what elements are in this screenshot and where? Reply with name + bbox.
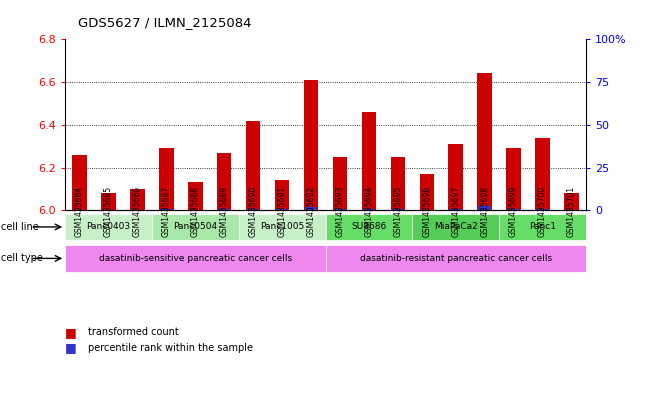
- Bar: [152, 214, 239, 240]
- Text: Panc0504: Panc0504: [173, 222, 217, 231]
- Text: Panc0403: Panc0403: [87, 222, 131, 231]
- Bar: [239, 214, 326, 240]
- Text: GSM1435701: GSM1435701: [567, 186, 576, 237]
- Text: GDS5627 / ILMN_2125084: GDS5627 / ILMN_2125084: [78, 16, 252, 29]
- Bar: [130, 189, 145, 210]
- Text: ■: ■: [65, 325, 77, 339]
- Bar: [362, 112, 376, 210]
- Text: GSM1435698: GSM1435698: [480, 186, 489, 237]
- Text: transformed count: transformed count: [88, 327, 178, 337]
- Bar: [188, 182, 202, 210]
- Bar: [160, 209, 173, 210]
- Text: GSM1435687: GSM1435687: [162, 186, 171, 237]
- Text: GSM1435688: GSM1435688: [191, 186, 200, 237]
- Bar: [276, 209, 288, 210]
- Bar: [159, 148, 174, 210]
- Text: percentile rank within the sample: percentile rank within the sample: [88, 343, 253, 353]
- Bar: [506, 148, 521, 210]
- Text: SU8686: SU8686: [352, 222, 387, 231]
- Text: ■: ■: [65, 341, 77, 354]
- Bar: [419, 174, 434, 210]
- Bar: [247, 209, 259, 210]
- Text: GSM1435694: GSM1435694: [365, 186, 374, 237]
- Text: GSM1435690: GSM1435690: [249, 186, 258, 237]
- Text: cell type: cell type: [1, 253, 43, 263]
- Bar: [391, 157, 405, 210]
- Text: GSM1435692: GSM1435692: [307, 186, 316, 237]
- Text: GSM1435696: GSM1435696: [422, 186, 431, 237]
- Text: GSM1435699: GSM1435699: [509, 186, 518, 237]
- Bar: [564, 193, 579, 210]
- Bar: [333, 157, 347, 210]
- Bar: [217, 152, 232, 210]
- Bar: [477, 73, 492, 210]
- Text: GSM1435684: GSM1435684: [75, 186, 84, 237]
- Bar: [65, 214, 152, 240]
- Text: Panc1005: Panc1005: [260, 222, 304, 231]
- Bar: [246, 121, 260, 210]
- Bar: [392, 209, 404, 210]
- Bar: [507, 209, 519, 210]
- Text: GSM1435693: GSM1435693: [335, 186, 344, 237]
- Text: GSM1435689: GSM1435689: [220, 186, 229, 237]
- Bar: [421, 209, 433, 210]
- Bar: [536, 209, 549, 210]
- Bar: [72, 155, 87, 210]
- Bar: [304, 80, 318, 210]
- Bar: [334, 209, 346, 210]
- Text: cell line: cell line: [1, 222, 39, 232]
- Bar: [305, 208, 317, 210]
- Text: dasatinib-resistant pancreatic cancer cells: dasatinib-resistant pancreatic cancer ce…: [359, 254, 552, 263]
- Bar: [102, 193, 116, 210]
- Bar: [275, 180, 289, 210]
- Text: GSM1435686: GSM1435686: [133, 186, 142, 237]
- Bar: [412, 214, 499, 240]
- Text: GSM1435685: GSM1435685: [104, 186, 113, 237]
- Bar: [363, 209, 375, 210]
- Bar: [74, 209, 86, 210]
- Text: GSM1435697: GSM1435697: [451, 186, 460, 237]
- Bar: [326, 214, 412, 240]
- Bar: [535, 138, 549, 210]
- Text: Panc1: Panc1: [529, 222, 556, 231]
- Bar: [450, 209, 462, 210]
- Bar: [218, 209, 230, 210]
- Bar: [326, 245, 586, 272]
- Bar: [499, 214, 586, 240]
- Text: MiaPaCa2: MiaPaCa2: [434, 222, 478, 231]
- Bar: [65, 245, 326, 272]
- Bar: [478, 206, 491, 210]
- Text: GSM1435700: GSM1435700: [538, 186, 547, 237]
- Bar: [449, 144, 463, 210]
- Text: GSM1435691: GSM1435691: [277, 186, 286, 237]
- Text: GSM1435695: GSM1435695: [393, 186, 402, 237]
- Text: dasatinib-sensitive pancreatic cancer cells: dasatinib-sensitive pancreatic cancer ce…: [99, 254, 292, 263]
